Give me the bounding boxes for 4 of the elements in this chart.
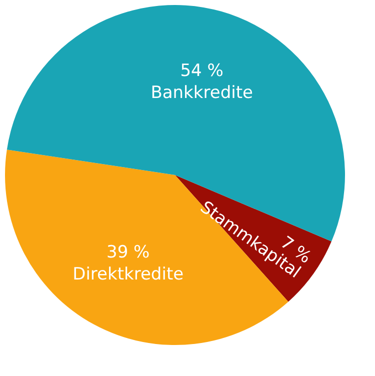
slice-label: Bankkredite: [150, 83, 253, 104]
data-label: 39 %: [106, 242, 150, 263]
slice-label: Direktkredite: [72, 264, 184, 285]
data-label: 54 %: [180, 61, 224, 82]
